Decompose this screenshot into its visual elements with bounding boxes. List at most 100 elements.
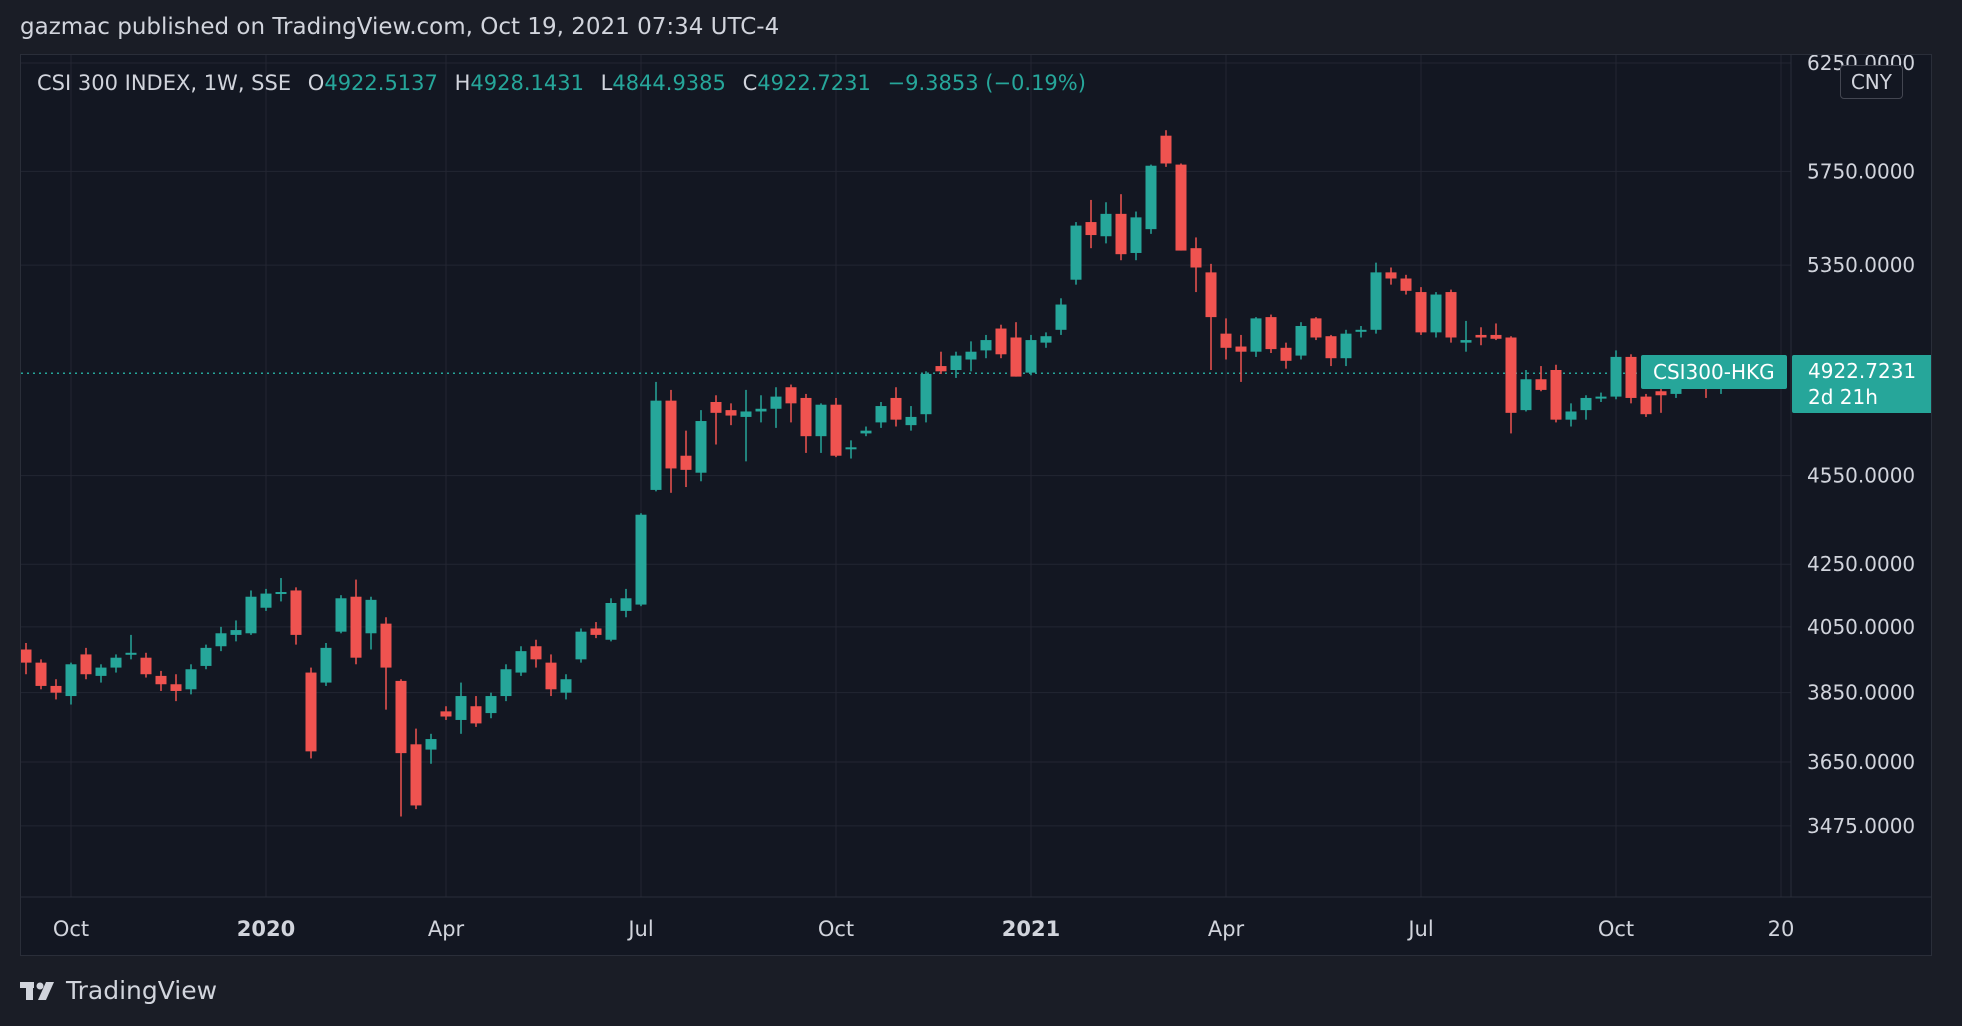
candle-body: [1520, 379, 1532, 411]
candle: [1505, 336, 1517, 434]
brand-footer[interactable]: TradingView: [20, 976, 217, 1005]
candle: [65, 662, 77, 705]
candle: [470, 696, 482, 727]
candle-body: [1220, 333, 1232, 348]
candle: [635, 513, 647, 607]
candlestick-chart[interactable]: 6250.00005750.00005350.00004550.00004250…: [21, 55, 1932, 956]
candle-body: [1295, 325, 1307, 356]
candle-body: [995, 328, 1007, 355]
candle: [1055, 298, 1067, 335]
candle-body: [665, 400, 677, 469]
candle-body: [545, 662, 557, 690]
candle-body: [140, 657, 152, 675]
price-tick-label: 5750.0000: [1807, 159, 1915, 183]
candle: [1040, 332, 1052, 348]
candle: [410, 728, 422, 810]
candle-body: [980, 340, 992, 351]
candle-body: [815, 404, 827, 437]
candle-body: [695, 421, 707, 473]
candle-body: [290, 590, 302, 635]
candle-body: [800, 397, 812, 437]
candle: [245, 590, 257, 635]
candle-body: [1505, 337, 1517, 413]
candle: [485, 692, 497, 719]
ohlc-legend: CSI 300 INDEX, 1W, SSE O4922.5137 H4928.…: [37, 71, 1086, 95]
candle-body: [155, 675, 167, 685]
candle-body: [1280, 347, 1292, 361]
candle-body: [1460, 340, 1472, 343]
candle: [740, 389, 752, 462]
price-tick-label: 3850.0000: [1807, 681, 1915, 705]
candle: [1415, 287, 1427, 335]
candle: [1265, 314, 1277, 353]
candle-body: [1085, 222, 1097, 236]
legend-close-label: C: [742, 71, 758, 95]
publisher-header: gazmac published on TradingView.com, Oct…: [20, 14, 780, 40]
candle-body: [605, 603, 617, 640]
candle-body: [770, 396, 782, 409]
time-tick-label: Oct: [1598, 917, 1634, 941]
candle: [1250, 317, 1262, 357]
candle: [320, 642, 332, 686]
candle-body: [125, 652, 137, 655]
candle-body: [500, 669, 512, 697]
candle: [1490, 323, 1502, 341]
candle: [50, 679, 62, 700]
candle-body: [680, 455, 692, 470]
candle: [1325, 334, 1337, 367]
candle-body: [1250, 318, 1262, 352]
candle: [1295, 322, 1307, 360]
candle-body: [1340, 333, 1352, 359]
candle: [1010, 322, 1022, 377]
candle-body: [200, 647, 212, 666]
candle: [830, 397, 842, 458]
candles-layer: [21, 130, 1727, 817]
brand-name: TradingView: [66, 976, 218, 1005]
candle: [695, 410, 707, 482]
candle-body: [1400, 278, 1412, 291]
candle-body: [1325, 336, 1337, 359]
candle-body: [905, 416, 917, 426]
chart-panel[interactable]: 6250.00005750.00005350.00004550.00004250…: [20, 54, 1932, 956]
price-axis: 6250.00005750.00005350.00004550.00004250…: [1807, 55, 1915, 838]
candle-body: [1610, 356, 1622, 397]
candle-body: [1535, 379, 1547, 390]
legend-high: 4928.1431: [470, 71, 584, 95]
candle-body: [440, 711, 452, 717]
candle-body: [860, 430, 872, 434]
candle-body: [965, 351, 977, 360]
candle-body: [185, 669, 197, 690]
candle: [395, 679, 407, 817]
legend-open-label: O: [307, 71, 325, 95]
time-tick-label: Jul: [1406, 917, 1433, 941]
candle: [1190, 237, 1202, 293]
legend-close: 4922.7231: [757, 71, 871, 95]
price-tick-label: 5350.0000: [1807, 253, 1915, 277]
candle-body: [1580, 397, 1592, 411]
candle: [140, 652, 152, 678]
candle-body: [1040, 336, 1052, 343]
candle: [860, 426, 872, 437]
candle-body: [620, 598, 632, 611]
currency-badge[interactable]: CNY: [1839, 65, 1903, 99]
time-tick-label: 2020: [237, 917, 295, 941]
candle: [1310, 317, 1322, 341]
candle-body: [1385, 272, 1397, 279]
candle-body: [875, 406, 887, 423]
candle: [1220, 318, 1232, 360]
candle-body: [470, 706, 482, 724]
candle: [1340, 329, 1352, 367]
legend-symbol[interactable]: CSI 300 INDEX, 1W, SSE: [37, 71, 292, 95]
candle-body: [1625, 356, 1637, 398]
candle-body: [1370, 272, 1382, 330]
price-tick-label: 3475.0000: [1807, 814, 1915, 838]
candle: [1625, 354, 1637, 404]
bar-countdown: 2d 21h: [1808, 385, 1878, 410]
candle: [1460, 320, 1472, 352]
candle-body: [1070, 225, 1082, 280]
candle: [1025, 334, 1037, 376]
candle: [980, 334, 992, 359]
candle: [650, 381, 662, 492]
candle-body: [275, 592, 287, 595]
candle-body: [320, 647, 332, 683]
